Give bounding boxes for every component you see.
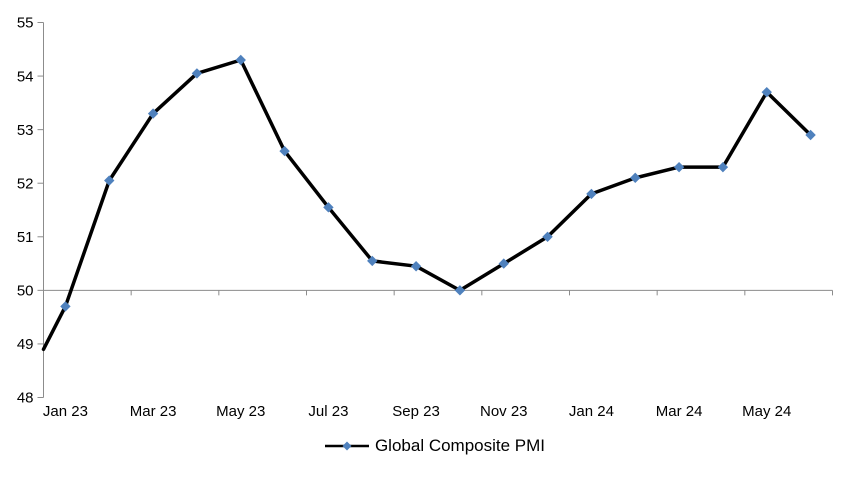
y-axis-label: 55 bbox=[17, 15, 34, 32]
data-point-marker bbox=[367, 255, 378, 267]
x-axis-label: May 24 bbox=[742, 403, 791, 420]
plot-area: 55 54 53 52 51 50 49 48 Jan 23 Mar 23 May 23 Jul 23… bbox=[17, 15, 833, 420]
y-axis-label: 52 bbox=[17, 175, 34, 192]
legend-line-marker-icon bbox=[324, 441, 369, 450]
data-point-marker bbox=[498, 258, 509, 269]
data-point-marker bbox=[542, 231, 553, 242]
chart-legend: Global Composite PMI bbox=[0, 437, 852, 454]
x-axis-label: Jul 23 bbox=[308, 403, 348, 420]
data-point-marker bbox=[60, 301, 71, 312]
data-point-marker bbox=[586, 188, 597, 200]
data-point-marker bbox=[805, 129, 816, 141]
y-axis-label: 50 bbox=[17, 283, 34, 300]
data-point-marker bbox=[673, 161, 685, 173]
y-axis-label: 54 bbox=[17, 68, 34, 85]
data-point-marker bbox=[630, 172, 641, 184]
x-axis-label: Jan 24 bbox=[569, 403, 614, 420]
legend-label: Global Composite PMI bbox=[374, 436, 546, 455]
x-axis-label: Jan 23 bbox=[43, 403, 88, 420]
x-axis-label: May 23 bbox=[216, 403, 265, 420]
legend-diamond-icon bbox=[342, 441, 352, 450]
data-point-marker bbox=[279, 145, 290, 157]
x-axis-label: Mar 24 bbox=[656, 403, 703, 420]
data-point-marker bbox=[410, 261, 422, 272]
pmi-series-line bbox=[41, 58, 813, 352]
data-point-marker bbox=[717, 161, 729, 173]
y-axis-label: 48 bbox=[17, 390, 34, 407]
x-axis-label: Mar 23 bbox=[130, 403, 177, 420]
data-point-marker bbox=[323, 202, 334, 213]
y-axis-label: 51 bbox=[17, 229, 34, 246]
data-point-marker bbox=[235, 54, 246, 66]
data-point-marker bbox=[454, 285, 466, 296]
data-point-marker bbox=[147, 108, 159, 119]
data-point-marker bbox=[761, 86, 772, 98]
y-axis-label: 49 bbox=[17, 336, 34, 353]
x-axis-label: Sep 23 bbox=[392, 403, 440, 420]
y-axis-label: 53 bbox=[17, 122, 34, 139]
x-axis-label: Nov 23 bbox=[480, 403, 528, 420]
data-point-marker bbox=[191, 68, 203, 79]
data-point-marker bbox=[104, 175, 115, 186]
